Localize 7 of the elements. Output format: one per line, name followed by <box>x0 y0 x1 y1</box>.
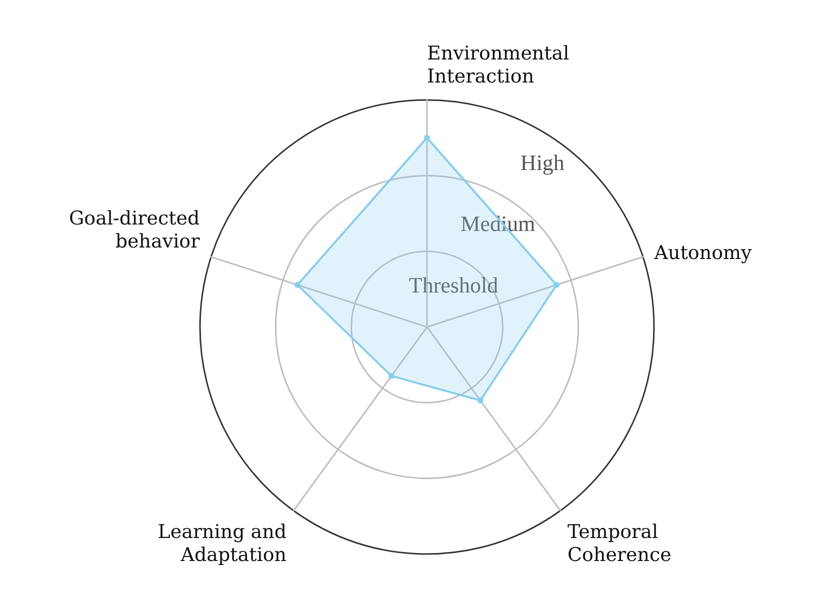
spoke-label: Temporal Coherence <box>567 520 672 566</box>
y-tick-label: Threshold <box>408 272 498 298</box>
y-tick-label: High <box>520 150 564 175</box>
spoke-label: Environmental Interaction <box>427 42 570 88</box>
spoke-label: Goal-directed behavior <box>68 208 201 253</box>
spoke-label: Learning and Adaptation <box>158 520 287 566</box>
spoke-label: Autonomy <box>653 242 752 264</box>
